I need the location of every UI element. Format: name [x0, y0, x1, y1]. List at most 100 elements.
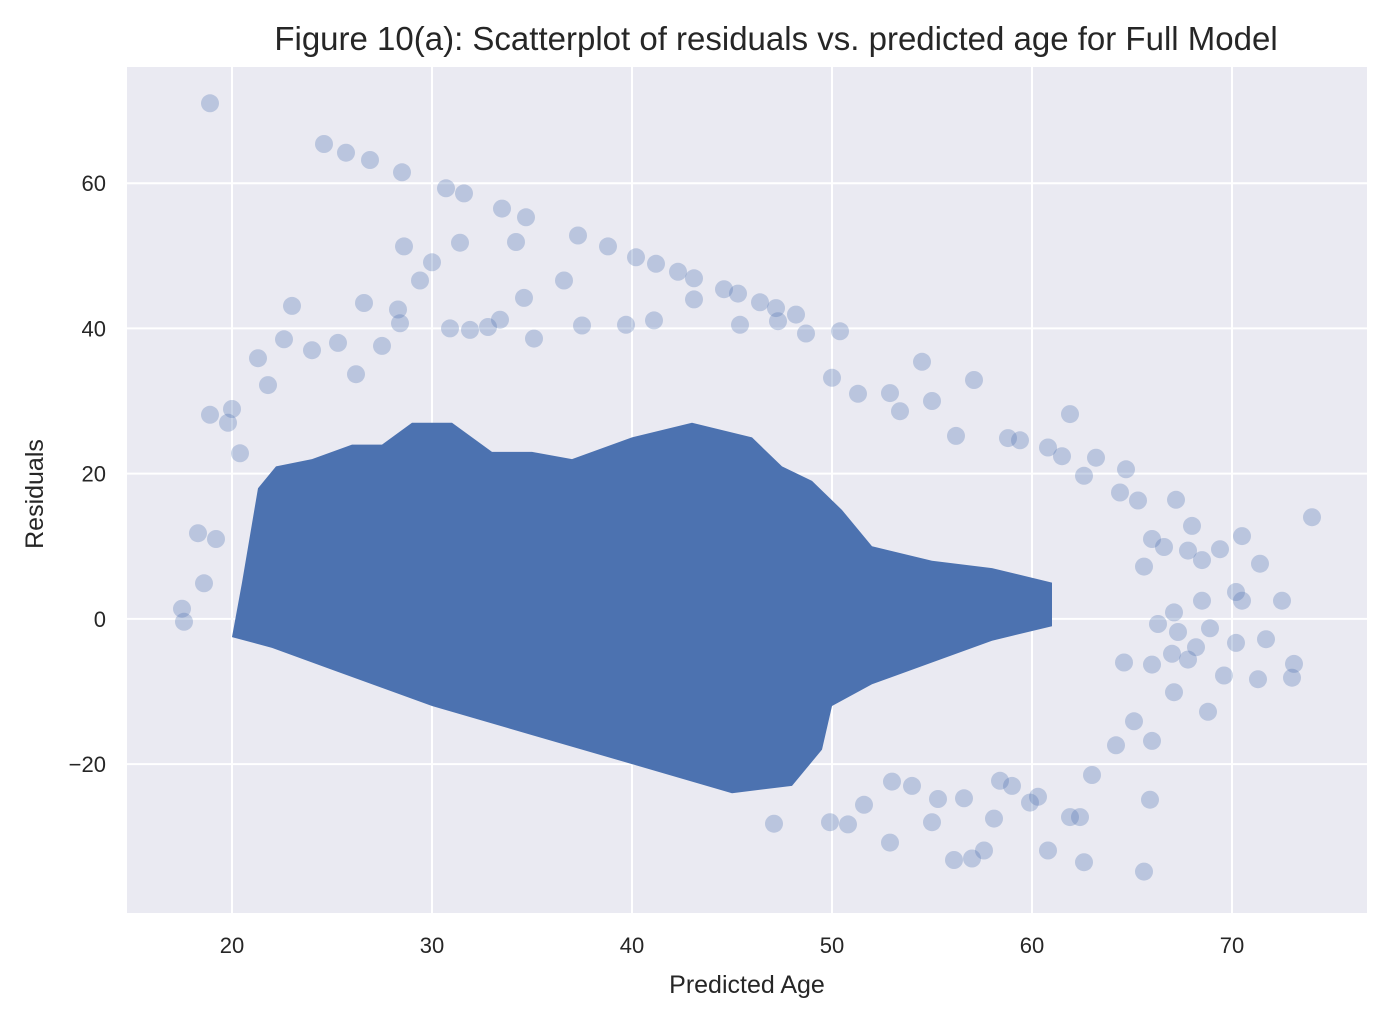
- data-point: [1283, 668, 1301, 687]
- data-point: [1143, 731, 1161, 750]
- data-point: [645, 311, 663, 330]
- data-point: [1169, 623, 1187, 641]
- data-point: [831, 322, 849, 341]
- data-point: [347, 365, 365, 384]
- data-point: [839, 815, 857, 834]
- data-point: [821, 813, 839, 832]
- data-point: [1143, 530, 1161, 548]
- data-point: [923, 392, 941, 410]
- data-point: [207, 530, 225, 548]
- data-point: [1201, 619, 1219, 638]
- data-point: [451, 233, 469, 252]
- data-point: [525, 329, 543, 348]
- data-point: [617, 315, 635, 334]
- data-point: [765, 814, 783, 833]
- data-point: [361, 151, 379, 169]
- data-point: [173, 599, 191, 618]
- data-point: [1155, 538, 1173, 556]
- data-point: [855, 795, 873, 814]
- data-point: [685, 290, 703, 309]
- data-point: [189, 524, 207, 543]
- data-point: [355, 294, 373, 312]
- data-point: [787, 305, 805, 324]
- data-point: [555, 271, 573, 290]
- data-point: [441, 319, 459, 338]
- data-point: [1227, 633, 1245, 652]
- data-point: [1193, 551, 1211, 570]
- data-point: [1273, 591, 1291, 610]
- data-point: [883, 772, 901, 791]
- data-point: [1165, 683, 1183, 702]
- data-point: [1233, 527, 1251, 546]
- x-tick-label: 70: [1220, 933, 1244, 958]
- data-point: [1183, 516, 1201, 535]
- data-point: [963, 849, 981, 868]
- y-tick-label: −20: [69, 752, 106, 777]
- data-point: [1061, 808, 1079, 827]
- data-point: [955, 789, 973, 808]
- y-axis-ticks: −20 0 20 40 60: [69, 171, 106, 777]
- data-point: [685, 269, 703, 288]
- x-axis-label: Predicted Age: [669, 971, 825, 999]
- data-point: [437, 179, 455, 198]
- data-point: [569, 226, 587, 245]
- data-point: [715, 280, 733, 299]
- scatter-points: [173, 94, 1321, 881]
- y-axis-label: Residuals: [21, 439, 49, 549]
- y-tick-label: 0: [94, 607, 106, 632]
- data-point: [1143, 655, 1161, 674]
- x-tick-label: 30: [420, 933, 444, 958]
- data-point: [573, 316, 591, 335]
- data-point: [991, 771, 1009, 790]
- data-point: [329, 333, 347, 352]
- data-point: [1129, 491, 1147, 510]
- data-point: [599, 237, 617, 256]
- data-point: [1029, 787, 1047, 806]
- chart-title: Figure 10(a): Scatterplot of residuals v…: [274, 20, 1277, 57]
- data-point: [1053, 447, 1071, 466]
- data-point: [1003, 776, 1021, 795]
- data-point: [479, 318, 497, 336]
- data-point: [797, 324, 815, 343]
- x-axis-ticks: 20 30 40 50 60 70: [220, 933, 1244, 958]
- data-point: [627, 248, 645, 267]
- data-point: [493, 199, 511, 218]
- data-point: [393, 163, 411, 182]
- data-point: [945, 851, 963, 869]
- data-point: [517, 208, 535, 227]
- x-tick-label: 60: [1020, 933, 1044, 958]
- data-point: [1111, 483, 1129, 502]
- data-point: [249, 349, 267, 368]
- data-point: [767, 299, 785, 318]
- y-tick-label: 40: [82, 316, 106, 341]
- data-point: [1125, 712, 1143, 731]
- y-tick-label: 20: [82, 462, 106, 487]
- dense-point-cloud: [232, 422, 1052, 794]
- data-point: [1257, 630, 1275, 649]
- data-point: [1227, 583, 1245, 601]
- data-point: [881, 833, 899, 852]
- data-point: [283, 296, 301, 315]
- data-point: [891, 402, 909, 421]
- data-point: [769, 312, 787, 331]
- data-point: [975, 841, 993, 860]
- data-point: [303, 341, 321, 360]
- data-point: [1211, 540, 1229, 559]
- data-point: [1135, 557, 1153, 576]
- data-point: [411, 271, 429, 290]
- data-point: [315, 135, 333, 153]
- data-point: [275, 330, 293, 349]
- data-point: [1249, 670, 1267, 689]
- data-point: [259, 376, 277, 395]
- data-point: [1149, 615, 1167, 633]
- data-point: [1141, 790, 1159, 809]
- data-point: [669, 262, 687, 281]
- data-point: [507, 233, 525, 251]
- data-point: [1163, 644, 1181, 663]
- dense-region: [232, 422, 1052, 794]
- data-point: [947, 426, 965, 445]
- data-point: [391, 314, 409, 333]
- data-point: [395, 237, 413, 256]
- data-point: [1165, 603, 1183, 622]
- data-point: [1233, 591, 1251, 610]
